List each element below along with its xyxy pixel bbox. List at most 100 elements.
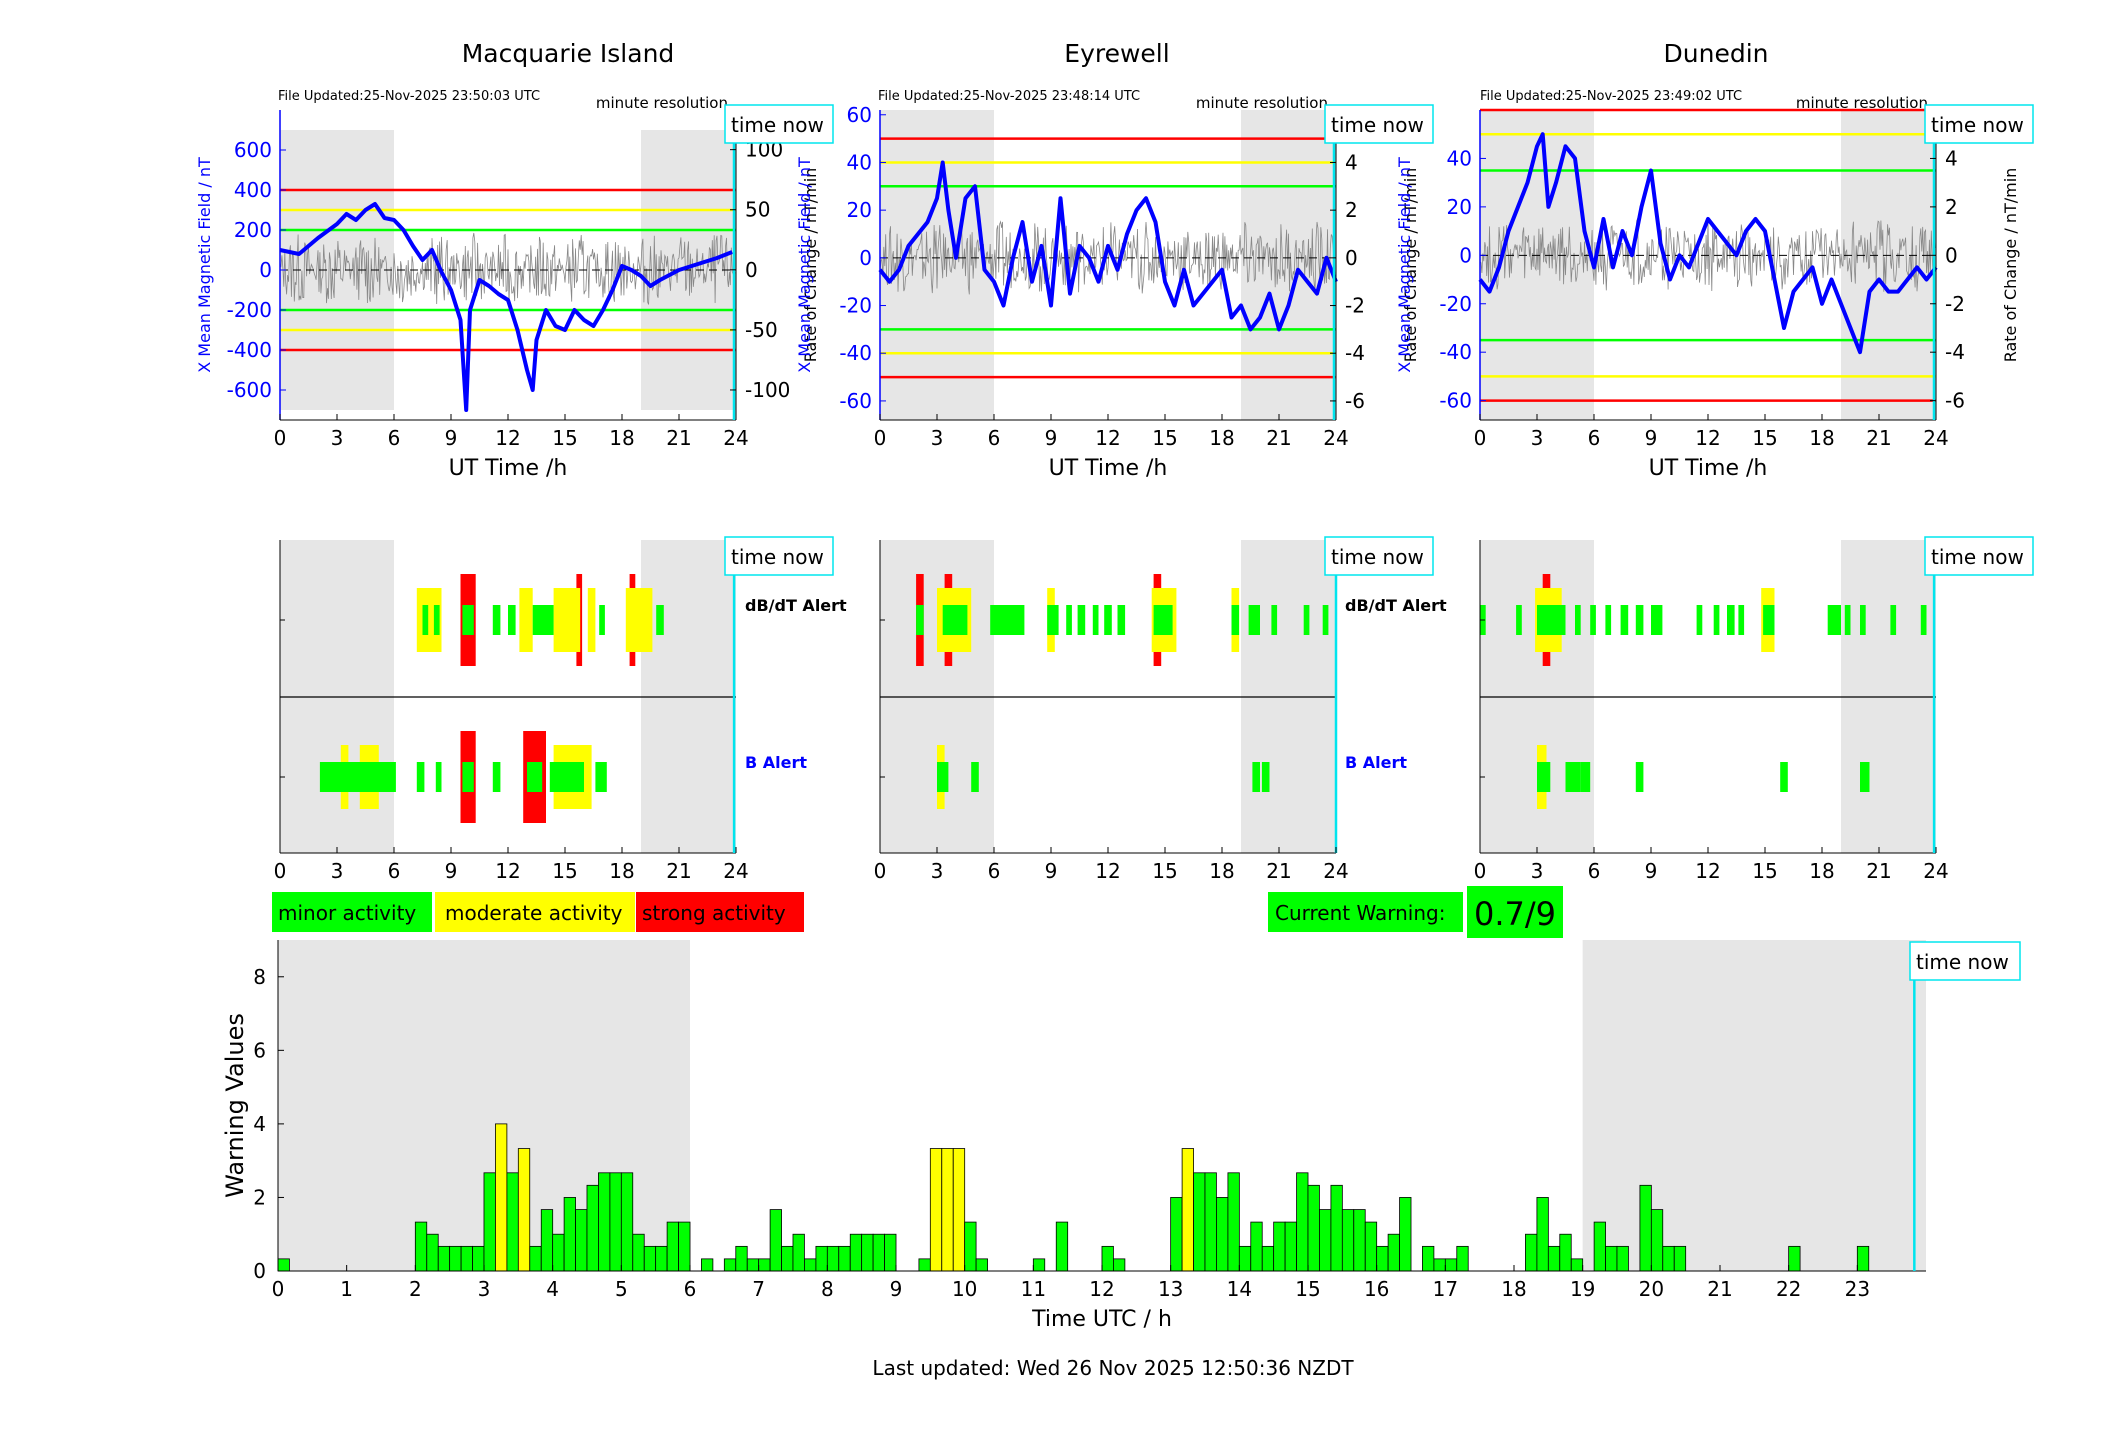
y2-tick-label: -4 (1345, 341, 1365, 365)
x-tick-label: 0 (1474, 859, 1487, 883)
legend-strong-swatch (636, 892, 804, 932)
alert-panel-2: 0 3 6 9 12 15 18 21 24 time now (1474, 536, 2034, 883)
station-title-macquarie: Macquarie Island (462, 39, 675, 68)
y2-tick-label: 0 (1945, 243, 1958, 267)
x-tick-label: 24 (723, 426, 748, 450)
warning-bar (1387, 1233, 1400, 1272)
b-alert-minor-bar (1860, 762, 1870, 792)
y2-tick-label: 0 (1345, 246, 1358, 270)
warning-bar (1856, 1245, 1870, 1272)
dbdt-alert-minor-bar (1920, 605, 1927, 635)
warning-bar (575, 1209, 588, 1272)
x-tick-label: 18 (609, 859, 634, 883)
x-tick-label: 7 (752, 1277, 765, 1301)
warning-bar (1181, 1148, 1194, 1272)
x-tick-label: 6 (988, 426, 1001, 450)
y-axis-label: X Mean Magnetic Field / nT (195, 157, 214, 373)
dbdt-alert-minor-bar (1153, 605, 1173, 635)
x-tick-label: 18 (1209, 859, 1234, 883)
y-tick-label: -60 (1439, 389, 1472, 413)
y-tick-label: 600 (234, 138, 272, 162)
y2-tick-label: 2 (1945, 195, 1958, 219)
warning-bar (769, 1209, 782, 1272)
x-tick-label: 22 (1776, 1277, 1801, 1301)
x-tick-label: 15 (1752, 859, 1777, 883)
x-tick-label: 6 (388, 426, 401, 450)
x-tick-label: 3 (331, 859, 344, 883)
x-tick-label: 9 (445, 426, 458, 450)
x-tick-label: 3 (931, 426, 944, 450)
x-tick-label: 24 (723, 859, 748, 883)
dbdt-alert-label-macquarie: dB/dT Alert (745, 596, 847, 615)
warning-bar (1616, 1245, 1629, 1272)
warning-bar (952, 1148, 966, 1272)
dbdt-alert-minor-bar (433, 605, 440, 635)
current-warning: Current Warning: 0.7/9 (1268, 886, 1563, 938)
y-tick-label: 4 (253, 1112, 266, 1136)
warning-bar (1639, 1184, 1652, 1272)
warning-bar (598, 1172, 611, 1272)
warning-bar (746, 1258, 760, 1272)
warning-bar (655, 1245, 668, 1272)
b-alert-minor-bar (1252, 762, 1260, 792)
b-alert-minor-bar (416, 762, 425, 792)
warning-bar (918, 1258, 931, 1272)
field-series-line (878, 160, 1338, 332)
x-tick-label: 2 (409, 1277, 422, 1301)
legend-moderate-label: moderate activity (445, 901, 623, 925)
warning-bar (483, 1172, 496, 1272)
x-tick-label: 3 (478, 1277, 491, 1301)
time-now-label: time now (1331, 113, 1424, 137)
x-tick-label: 9 (1645, 859, 1658, 883)
warning-bar (1605, 1245, 1618, 1272)
dbdt-alert-minor-bar (1635, 605, 1644, 635)
y-tick-label: 20 (847, 198, 872, 222)
warning-bar (1456, 1245, 1469, 1272)
warning-bar (1250, 1221, 1263, 1272)
y2-tick-label: 2 (1345, 198, 1358, 222)
x-tick-label: 9 (445, 859, 458, 883)
warning-bar (723, 1258, 737, 1272)
x-tick-label: 6 (1588, 859, 1601, 883)
x-axis-label: UT Time /h (1049, 456, 1168, 481)
activity-legend: minor activity moderate activity strong … (272, 892, 804, 932)
dbdt-alert-moderate-bar (625, 588, 653, 652)
warning-bar (804, 1258, 817, 1272)
y-tick-label: 400 (234, 178, 272, 202)
resolution-label-macquarie: minute resolution (596, 94, 728, 112)
time-now-label: time now (731, 113, 824, 137)
y-axis-label: X Mean Magnetic Field / nT (1395, 157, 1414, 373)
y2-tick-label: 50 (745, 198, 770, 222)
x-tick-label: 0 (274, 859, 287, 883)
dbdt-alert-minor-bar (942, 605, 968, 635)
x-tick-label: 12 (495, 426, 520, 450)
field-panel-1: 6040200-20-40-606420-2-4-603691215182124… (795, 103, 1434, 481)
dbdt-alert-minor-bar (532, 605, 546, 635)
warning-bar (792, 1233, 805, 1272)
night-shade (1582, 940, 1926, 1271)
y-tick-label: -400 (227, 338, 272, 362)
warning-bar (815, 1245, 828, 1272)
x-tick-label: 21 (666, 426, 691, 450)
warning-bar (1273, 1221, 1286, 1272)
warning-bar (426, 1233, 439, 1272)
x-tick-label: 12 (1695, 859, 1720, 883)
warning-bar (472, 1245, 485, 1272)
dbdt-alert-minor-bar (1047, 605, 1059, 635)
warning-bar (540, 1209, 554, 1272)
x-tick-label: 15 (552, 426, 577, 450)
y-axis-label: Warning Values (221, 1013, 249, 1198)
warning-bar (1433, 1258, 1446, 1272)
warning-bar (1204, 1172, 1217, 1272)
dbdt-alert-minor-bar (1271, 605, 1278, 635)
y-tick-label: 40 (1447, 146, 1472, 170)
x-tick-label: 21 (666, 859, 691, 883)
warning-bar (1444, 1258, 1458, 1272)
x-tick-label: 9 (1645, 426, 1658, 450)
x-tick-label: 21 (1866, 426, 1891, 450)
x-tick-label: 18 (1501, 1277, 1526, 1301)
current-warning-value: 0.7/9 (1474, 895, 1556, 933)
current-warning-value-box (1467, 886, 1563, 938)
dbdt-alert-minor-bar (1713, 605, 1720, 635)
